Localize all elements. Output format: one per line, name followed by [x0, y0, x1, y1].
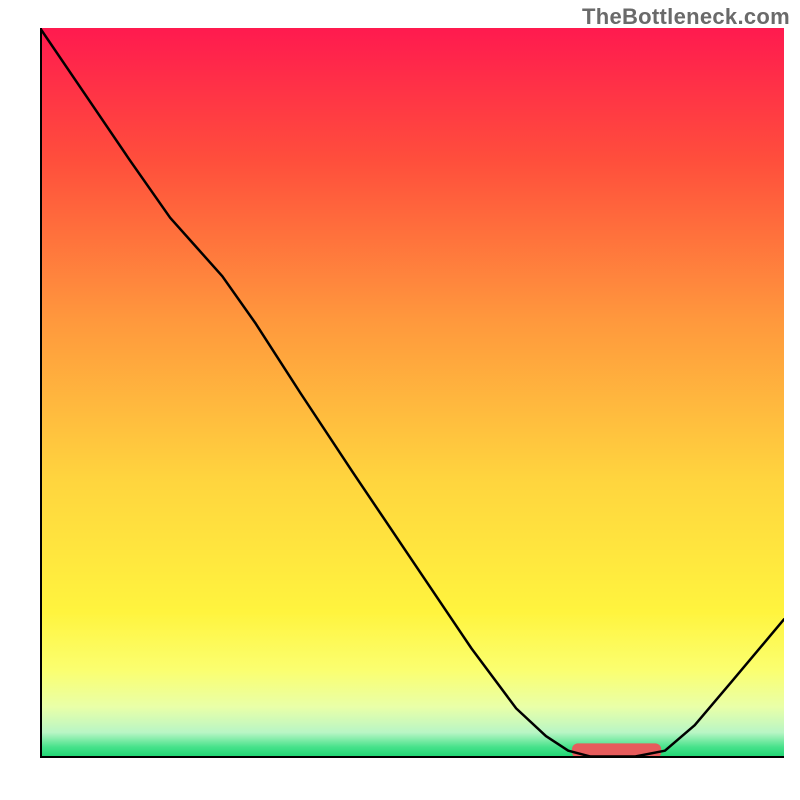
- watermark-text: TheBottleneck.com: [582, 4, 790, 30]
- bottleneck-chart: [40, 28, 784, 758]
- gradient-background: [40, 28, 784, 758]
